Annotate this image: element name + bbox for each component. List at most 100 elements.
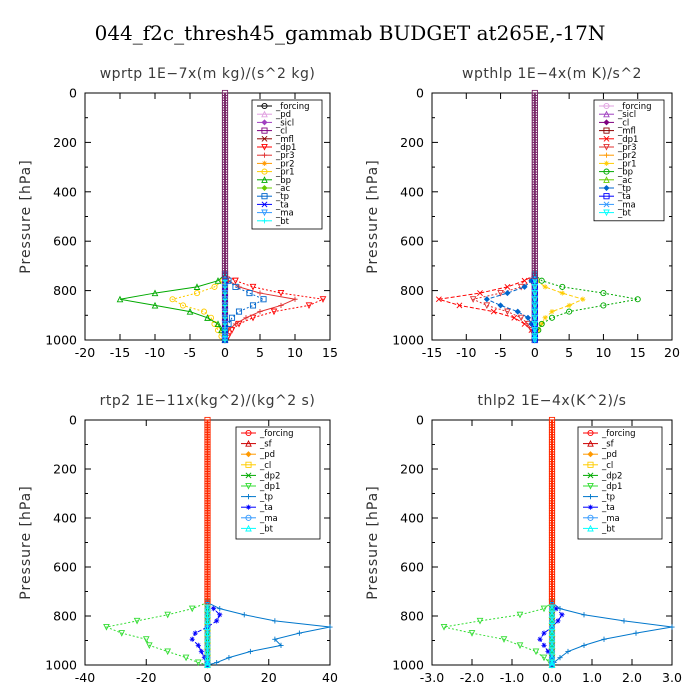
series-line <box>104 602 208 666</box>
series-point <box>538 277 545 284</box>
x-tick-label: 20 <box>664 345 680 360</box>
series-point <box>133 617 141 625</box>
series-point <box>476 617 484 625</box>
series-point <box>566 302 572 309</box>
legend-marker <box>245 524 252 532</box>
legend-marker <box>603 176 610 183</box>
legend-entry: _forcing <box>259 429 294 439</box>
y-tick-label: 1000 <box>392 658 424 673</box>
series-point <box>531 314 539 322</box>
legend-entry: _bt <box>601 524 616 534</box>
y-tick-label: 800 <box>400 283 424 298</box>
legend-marker <box>245 482 252 490</box>
series-point <box>521 277 528 284</box>
x-tick-label: 5 <box>256 345 264 360</box>
series-point <box>531 308 539 316</box>
x-tick-label: 3.0 <box>662 670 682 685</box>
series-point <box>222 278 228 284</box>
legend-marker <box>261 152 268 158</box>
legend-entry: _tp <box>601 493 615 503</box>
series-point <box>555 618 561 624</box>
legend-entry: _ma <box>275 209 294 219</box>
series-point <box>531 336 539 344</box>
series-point <box>516 611 524 619</box>
legend-entry: _tp <box>275 192 289 202</box>
series-point <box>232 321 239 327</box>
y-tick-label: 0 <box>69 413 77 428</box>
legend-marker <box>603 135 610 142</box>
legend-marker <box>261 168 268 175</box>
series-point <box>531 333 539 340</box>
legend-marker <box>261 176 268 183</box>
legend-entry: _pr2 <box>617 151 637 161</box>
legend: _forcing_pd_sicl_cl_mfl_dp1_pr3_pr2_pr1_… <box>251 99 323 230</box>
series-point <box>600 290 607 297</box>
y-tick-label: 200 <box>53 462 77 477</box>
x-tick-label: -15 <box>110 345 130 360</box>
x-tick-label: -3.0 <box>420 670 444 685</box>
series-point <box>553 606 559 612</box>
y-tick-label: 1000 <box>45 658 77 673</box>
legend-entry: _cl <box>275 127 287 137</box>
legend-marker <box>587 504 594 510</box>
series-point <box>217 612 223 618</box>
legend-entry: _ta <box>275 200 289 210</box>
legend-entry: _mfl <box>617 127 636 137</box>
series-point <box>249 283 257 291</box>
series-point <box>214 659 220 666</box>
series-point <box>296 630 302 636</box>
legend-marker <box>245 439 252 447</box>
series-point <box>151 301 159 309</box>
series-point <box>538 320 545 327</box>
series-point <box>634 296 641 303</box>
series-point <box>142 636 150 643</box>
series-point <box>531 296 539 303</box>
series-point <box>559 290 565 296</box>
series-point <box>118 630 126 637</box>
series-point <box>601 636 607 642</box>
legend-entry: _pr1 <box>275 168 295 178</box>
y-tick-label: 600 <box>53 234 77 249</box>
x-tick-label: -10 <box>145 345 165 360</box>
series-point <box>621 618 627 624</box>
series-point <box>272 636 278 642</box>
legend-entry: _forcing <box>275 102 310 112</box>
x-tick-label: -1.0 <box>500 670 524 685</box>
y-tick-label: 600 <box>400 234 424 249</box>
panel-title: thlp2 1E−4x(K^2)/s <box>478 393 627 409</box>
series-point <box>532 648 540 656</box>
legend-entry: _pr3 <box>275 151 295 161</box>
series-point <box>257 290 263 296</box>
legend-entry: _sf <box>601 440 615 450</box>
series-point <box>186 307 194 315</box>
series-point <box>204 314 211 321</box>
series-point <box>214 320 222 327</box>
legend-entry: _sicl <box>617 110 636 120</box>
legend-entry: _bp <box>275 176 291 186</box>
series-point <box>201 655 208 661</box>
legend-entry: _pr3 <box>617 143 637 153</box>
series-point <box>103 623 110 631</box>
legend-entry: _bt <box>259 524 274 534</box>
series-point <box>500 636 508 643</box>
y-tick-label: 200 <box>400 462 424 477</box>
series-line <box>534 274 585 340</box>
legend-marker <box>261 135 268 142</box>
legend-marker <box>603 102 610 110</box>
series-point <box>182 654 190 662</box>
y-tick-label: 400 <box>400 511 424 526</box>
series-point <box>566 308 573 315</box>
series-point <box>477 290 483 296</box>
series-point <box>516 642 524 650</box>
legend-marker <box>261 143 268 151</box>
series-point <box>504 290 511 297</box>
zero-profile-column <box>531 89 538 279</box>
x-tick-label: 0 <box>531 345 539 360</box>
series-point <box>541 630 547 636</box>
series-point <box>319 296 327 303</box>
series-point <box>151 289 159 297</box>
legend-entry: _forcing <box>617 102 652 112</box>
series-point <box>198 648 204 655</box>
series-point <box>195 642 201 648</box>
series-point <box>222 284 228 290</box>
